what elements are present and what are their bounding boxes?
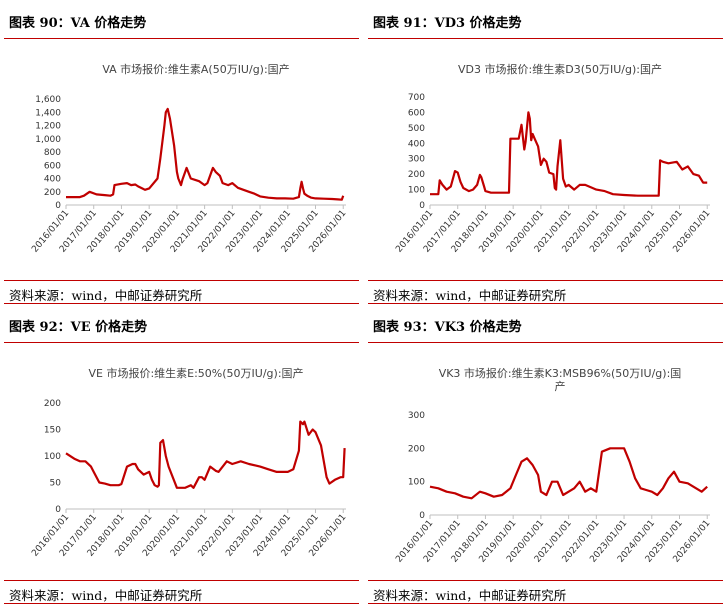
y-tick-label: 1,000 bbox=[35, 135, 61, 145]
chart-title: VE 市场报价:维生素E:50%(50万IU/g):国产 bbox=[88, 366, 303, 380]
chart-panel-va: 图表 90：VA 价格走势 VA 市场报价:维生素A(50万IU/g):国产 0 2… bbox=[4, 2, 359, 306]
source-text: 资料来源：wind，中邮证券研究所 bbox=[373, 288, 567, 303]
y-tick-label: 400 bbox=[408, 139, 425, 149]
source-footer: 资料来源：wind，中邮证券研究所 bbox=[4, 580, 359, 604]
y-tick-label: 150 bbox=[44, 426, 61, 436]
y-tick-label: 100 bbox=[44, 452, 61, 462]
y-tick-label: 800 bbox=[44, 148, 61, 158]
figure-label: 图表 93：VK3 价格走势 bbox=[373, 320, 522, 335]
figure-header: 图表 91：VD3 价格走势 bbox=[368, 2, 723, 39]
y-tick-label: 300 bbox=[408, 411, 425, 421]
source-text: 资料来源：wind，中邮证券研究所 bbox=[9, 588, 203, 603]
chart-panel-vd3: 图表 91：VD3 价格走势 VD3 市场报价:维生素D3(50万IU/g):国… bbox=[368, 2, 723, 306]
source-text: 资料来源：wind，中邮证券研究所 bbox=[373, 588, 567, 603]
chart-panel-vk3: 图表 93：VK3 价格走势 VK3 市场报价:维生素K3:MSB96%(50万… bbox=[368, 306, 723, 606]
y-tick-label: 1,200 bbox=[35, 122, 61, 132]
y-tick-label: 50 bbox=[50, 479, 62, 489]
line-chart: VE 市场报价:维生素E:50%(50万IU/g):国产 0 50 100 150 200… bbox=[30, 366, 348, 559]
price-series-line bbox=[65, 420, 346, 489]
chart-title: VK3 市场报价:维生素K3:MSB96%(50万IU/g):国产 bbox=[439, 366, 682, 393]
y-tick-label: 200 bbox=[408, 444, 425, 454]
y-tick-label: 500 bbox=[408, 124, 425, 134]
y-tick-label: 600 bbox=[408, 108, 425, 118]
chart-title: VA 市场报价:维生素A(50万IU/g):国产 bbox=[102, 62, 289, 76]
price-series-line bbox=[429, 447, 708, 500]
y-tick-label: 0 bbox=[419, 511, 425, 521]
figure-label: 图表 91：VD3 价格走势 bbox=[373, 16, 522, 31]
source-footer: 资料来源：wind，中邮证券研究所 bbox=[4, 280, 359, 304]
figure-header: 图表 93：VK3 价格走势 bbox=[368, 306, 723, 343]
figure-label: 图表 92：VE 价格走势 bbox=[9, 320, 148, 335]
y-tick-label: 0 bbox=[419, 201, 425, 211]
y-tick-label: 200 bbox=[408, 170, 425, 180]
figure-label: 图表 90：VA 价格走势 bbox=[9, 16, 147, 31]
y-tick-label: 200 bbox=[44, 188, 61, 198]
y-tick-label: 1,400 bbox=[35, 108, 61, 118]
chart-panel-ve: 图表 92：VE 价格走势 VE 市场报价:维生素E:50%(50万IU/g):… bbox=[4, 306, 359, 606]
y-tick-label: 1,600 bbox=[35, 95, 61, 105]
y-tick-label: 200 bbox=[44, 399, 61, 409]
chart-title: VD3 市场报价:维生素D3(50万IU/g):国产 bbox=[458, 62, 662, 76]
price-series-line bbox=[66, 107, 345, 201]
figure-header: 图表 90：VA 价格走势 bbox=[4, 2, 359, 39]
y-tick-label: 100 bbox=[408, 478, 425, 488]
line-chart: VA 市场报价:维生素A(50万IU/g):国产 0 200 400 600 800 1,0… bbox=[30, 62, 348, 255]
line-chart: VK3 市场报价:维生素K3:MSB96%(50万IU/g):国产 0 100 200… bbox=[394, 366, 712, 565]
y-tick-label: 0 bbox=[55, 201, 61, 211]
source-footer: 资料来源：wind，中邮证券研究所 bbox=[368, 280, 723, 304]
figure-header: 图表 92：VE 价格走势 bbox=[4, 306, 359, 343]
source-footer: 资料来源：wind，中邮证券研究所 bbox=[368, 580, 723, 604]
source-text: 资料来源：wind，中邮证券研究所 bbox=[9, 288, 203, 303]
y-tick-label: 100 bbox=[408, 186, 425, 196]
line-chart: VD3 市场报价:维生素D3(50万IU/g):国产 0 100 200 300 400 5… bbox=[394, 62, 712, 255]
y-tick-label: 400 bbox=[44, 175, 61, 185]
price-series-line bbox=[430, 111, 708, 197]
y-tick-label: 700 bbox=[408, 93, 425, 103]
y-tick-label: 600 bbox=[44, 161, 61, 171]
y-tick-label: 0 bbox=[55, 505, 61, 515]
y-tick-label: 300 bbox=[408, 155, 425, 165]
